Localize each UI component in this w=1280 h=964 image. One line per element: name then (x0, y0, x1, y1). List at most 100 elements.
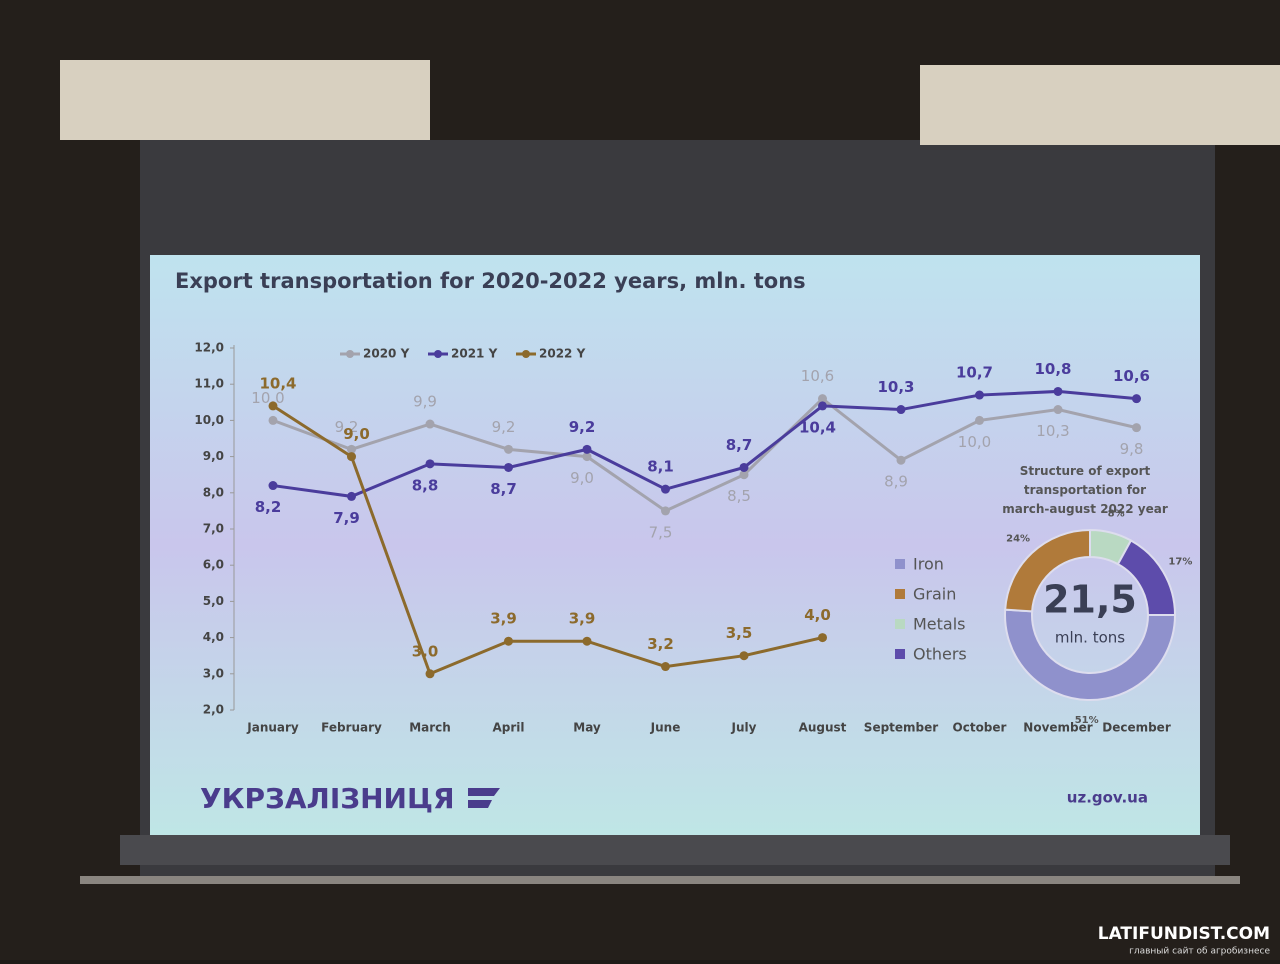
data-label: 10,8 (1034, 360, 1071, 378)
point (425, 669, 435, 679)
point (975, 415, 984, 425)
data-label: 9,2 (569, 418, 596, 436)
data-label: 10,6 (801, 367, 834, 385)
y-tick-label: 4,0 (203, 630, 224, 644)
point (268, 401, 278, 411)
legend-label: Grain (913, 585, 956, 604)
series-line (272, 396, 1137, 513)
point (818, 394, 827, 404)
legend-label: 2022 Y (539, 347, 586, 361)
data-label: 10,7 (956, 364, 993, 382)
legend-swatch (895, 589, 905, 599)
slice-label: 24% (1006, 533, 1030, 544)
x-tick-label: May (573, 721, 601, 735)
point (661, 506, 670, 516)
ceiling-light (920, 65, 1280, 145)
y-tick-label: 10,0 (194, 413, 224, 427)
data-label: 8,7 (726, 436, 753, 454)
y-tick-label: 7,0 (203, 522, 224, 536)
data-label: 4,0 (804, 606, 831, 624)
x-tick-label: January (246, 721, 299, 735)
legend-swatch (522, 350, 530, 358)
y-tick-label: 5,0 (203, 594, 224, 608)
point (504, 462, 513, 472)
x-tick-label: April (492, 721, 524, 735)
point (504, 444, 513, 454)
y-tick-label: 2,0 (203, 703, 224, 717)
y-tick-label: 11,0 (194, 377, 224, 391)
data-label: 8,7 (490, 480, 517, 498)
data-label: 8,8 (412, 476, 439, 494)
data-label: 8,9 (884, 473, 908, 491)
data-label: 10,3 (877, 378, 914, 396)
data-label: 3,9 (569, 610, 596, 628)
point (739, 651, 749, 661)
pie-center-sublabel: mln. tons (1055, 629, 1125, 647)
y-tick-label: 9,0 (203, 449, 224, 463)
point (739, 462, 749, 472)
x-tick-label: March (409, 721, 451, 735)
screen-bottom (120, 835, 1230, 865)
x-tick-label: August (799, 721, 847, 735)
data-label: 3,2 (647, 635, 674, 653)
data-label: 7,9 (333, 509, 360, 527)
legend-swatch (895, 619, 905, 629)
data-label: 9,0 (343, 425, 370, 443)
y-tick-label: 8,0 (203, 485, 224, 499)
data-label: 9,2 (492, 418, 516, 436)
point (347, 444, 356, 454)
data-label: 7,5 (649, 523, 673, 541)
point (739, 470, 749, 480)
series-line (272, 389, 1137, 498)
y-tick-label: 12,0 (194, 341, 224, 355)
point (582, 452, 592, 462)
legend-swatch (895, 649, 905, 659)
data-label: 10,0 (251, 389, 284, 407)
point (268, 481, 278, 491)
data-label: 3,9 (490, 610, 517, 628)
data-label: 10,6 (1113, 367, 1150, 385)
point (1053, 386, 1063, 396)
point (582, 636, 592, 646)
slice-label: 17% (1168, 557, 1192, 568)
point (818, 633, 827, 643)
data-label: 9,0 (570, 469, 594, 487)
watermark-tagline: главный сайт об агробизнесе (1129, 947, 1270, 957)
legend-label: 2020 Y (363, 347, 410, 361)
logo: УКРЗАЛІЗНИЦЯ (200, 782, 455, 815)
point (504, 636, 513, 646)
data-label: 8,1 (647, 458, 674, 476)
point (425, 419, 435, 429)
x-tick-label: July (731, 721, 757, 735)
legend-label: 2021 Y (451, 347, 498, 361)
point (425, 459, 435, 469)
data-label: 9,2 (335, 418, 359, 436)
data-label: 8,2 (255, 498, 282, 516)
data-label: 3,5 (726, 624, 753, 642)
screen-bar (80, 876, 1240, 884)
pie-title: Structure of export transportation for mar… (1002, 464, 1168, 516)
data-label: 10,4 (259, 374, 296, 392)
legend-label: Iron (913, 555, 944, 574)
point (347, 491, 356, 501)
point (1132, 423, 1141, 433)
legend-label: Others (913, 645, 967, 664)
x-tick-label: June (650, 721, 681, 735)
point (818, 401, 827, 411)
x-tick-label: February (321, 721, 382, 735)
point (1132, 394, 1141, 404)
point (661, 484, 670, 494)
x-tick-label: November (1023, 721, 1092, 735)
pie-center-label: 21,5 (1043, 578, 1137, 622)
logo-mark (468, 788, 500, 808)
point (1053, 405, 1063, 415)
data-label: 9,8 (1120, 440, 1144, 458)
pie-slice (1004, 608, 1177, 701)
point (347, 452, 356, 462)
data-label: 8,5 (727, 487, 751, 505)
point (975, 390, 984, 400)
pie-slice (1116, 539, 1177, 616)
data-label: 10,3 (1036, 422, 1069, 440)
legend-label: Metals (913, 615, 966, 634)
